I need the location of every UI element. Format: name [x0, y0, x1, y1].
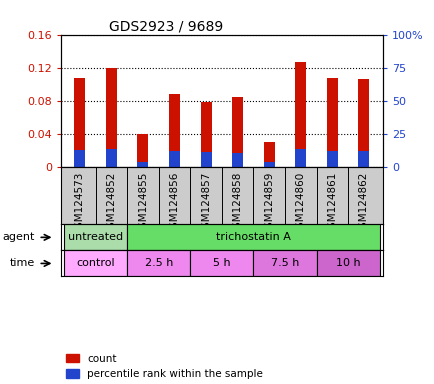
- Bar: [295, 149, 306, 167]
- Text: GSM124861: GSM124861: [326, 172, 336, 235]
- Text: 7.5 h: 7.5 h: [270, 258, 299, 268]
- FancyBboxPatch shape: [127, 250, 190, 276]
- Text: 2.5 h: 2.5 h: [144, 258, 173, 268]
- Text: GSM124858: GSM124858: [232, 172, 242, 235]
- FancyBboxPatch shape: [64, 224, 127, 250]
- Bar: [326, 151, 337, 167]
- Text: GSM124856: GSM124856: [169, 172, 179, 235]
- Bar: [295, 62, 306, 167]
- Text: GSM124859: GSM124859: [263, 172, 273, 235]
- Bar: [137, 134, 148, 167]
- Bar: [137, 162, 148, 167]
- Bar: [263, 142, 274, 167]
- Legend: count, percentile rank within the sample: count, percentile rank within the sample: [66, 354, 262, 379]
- Bar: [358, 79, 368, 167]
- FancyBboxPatch shape: [316, 250, 379, 276]
- Text: 10 h: 10 h: [335, 258, 360, 268]
- FancyBboxPatch shape: [64, 250, 127, 276]
- Text: time: time: [10, 258, 35, 268]
- Bar: [74, 150, 85, 167]
- Bar: [358, 151, 368, 167]
- Text: GSM124857: GSM124857: [201, 172, 210, 235]
- Text: GSM124852: GSM124852: [106, 172, 116, 235]
- Text: GSM124573: GSM124573: [75, 172, 85, 235]
- Bar: [168, 94, 180, 167]
- Text: GSM124855: GSM124855: [138, 172, 148, 235]
- Bar: [200, 152, 211, 167]
- Bar: [168, 151, 180, 167]
- Bar: [232, 97, 243, 167]
- Text: control: control: [76, 258, 115, 268]
- Bar: [232, 153, 243, 167]
- FancyBboxPatch shape: [190, 250, 253, 276]
- Text: trichostatin A: trichostatin A: [215, 232, 290, 242]
- Bar: [200, 102, 211, 167]
- Text: agent: agent: [3, 232, 35, 242]
- Text: GSM124862: GSM124862: [358, 172, 368, 235]
- FancyBboxPatch shape: [127, 224, 379, 250]
- FancyBboxPatch shape: [253, 250, 316, 276]
- Text: GDS2923 / 9689: GDS2923 / 9689: [109, 20, 223, 33]
- Text: untreated: untreated: [68, 232, 123, 242]
- Bar: [263, 162, 274, 167]
- Bar: [105, 68, 117, 167]
- Bar: [326, 78, 337, 167]
- Bar: [74, 78, 85, 167]
- Text: GSM124860: GSM124860: [295, 172, 305, 235]
- Bar: [105, 149, 117, 167]
- Text: 5 h: 5 h: [213, 258, 230, 268]
